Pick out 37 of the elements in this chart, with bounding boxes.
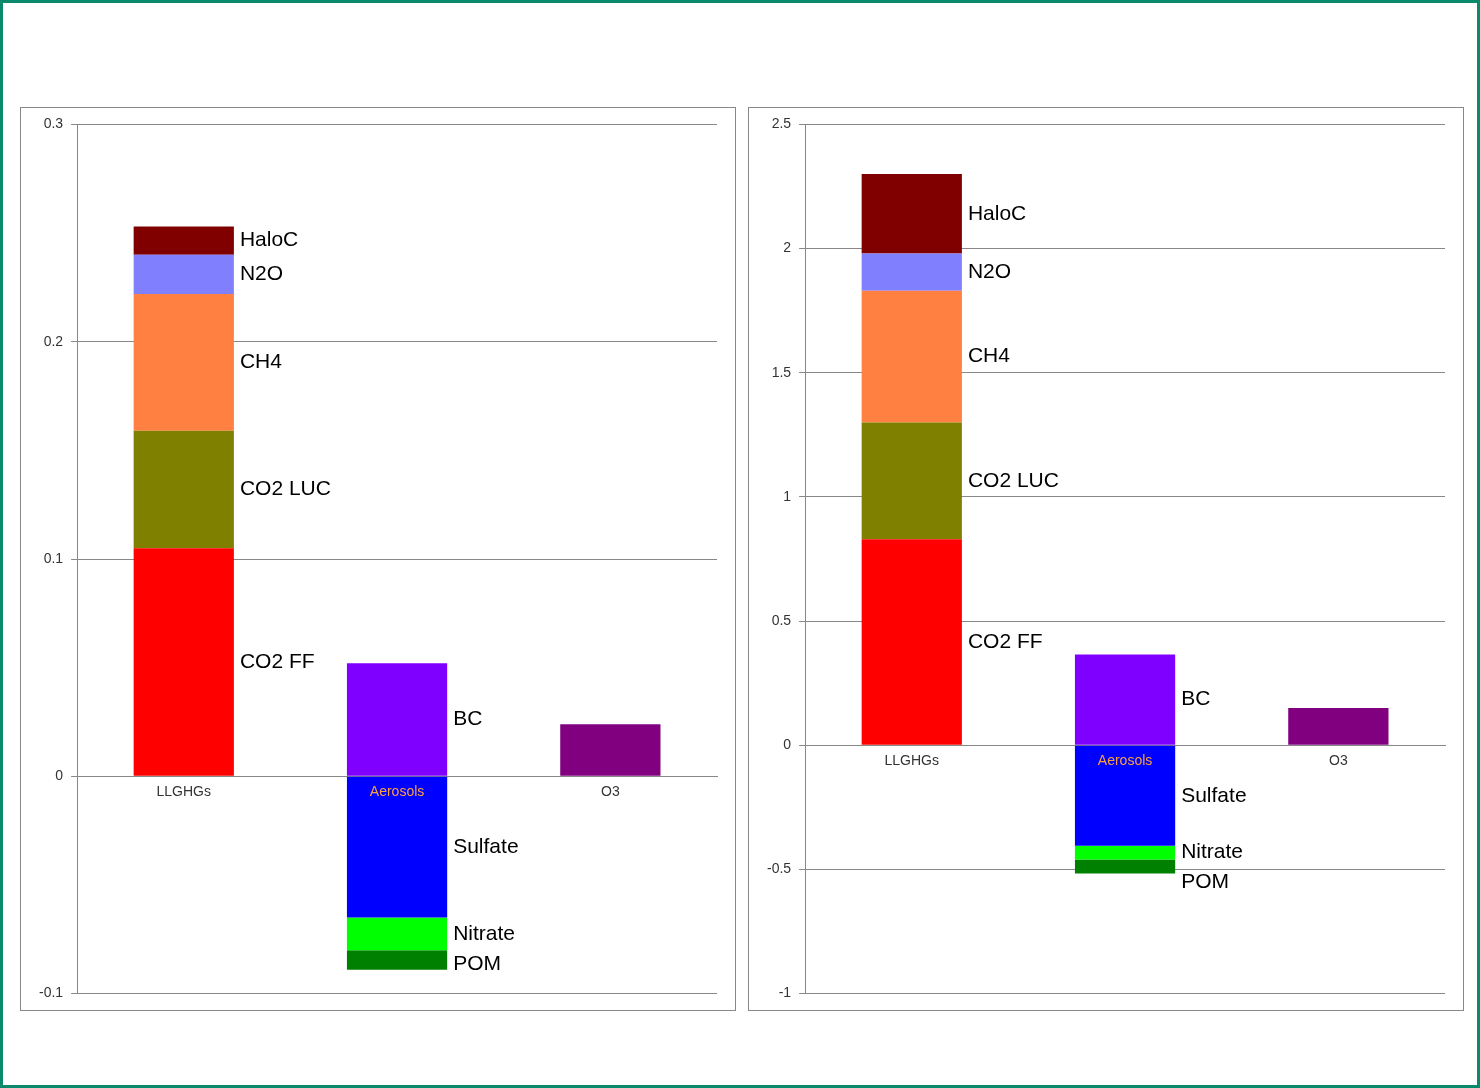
y-tick-label: 0.1 [43, 549, 64, 566]
y-tick-label: 0.5 [771, 611, 792, 628]
y-tick-label: 0 [55, 767, 64, 784]
series-label: Nitrate [1181, 839, 1244, 863]
y-tick-label: -1 [778, 984, 792, 1001]
series-label: BC [1181, 686, 1211, 710]
series-label: POM [453, 950, 502, 974]
series-label: CO2 LUC [967, 467, 1059, 491]
series-label: BC [453, 706, 483, 730]
x-tick-label: Aerosols [1097, 752, 1153, 769]
series-label: N2O [967, 258, 1012, 282]
y-tick-label: 0 [783, 736, 792, 753]
y-tick-label: 1.5 [771, 363, 792, 380]
x-tick-label: O3 [1329, 752, 1348, 769]
y-tick-label: 2 [783, 239, 792, 256]
series-label: CO2 LUC [239, 476, 331, 500]
x-tick-label: LLGHGs [156, 783, 211, 800]
x-tick-label: O3 [601, 783, 620, 800]
series-label: CH4 [239, 349, 283, 373]
y-tick-label: 0.2 [43, 332, 64, 349]
y-tick-label: -0.5 [767, 860, 792, 877]
x-tick-label: LLGHGs [884, 752, 939, 769]
y-tick-label: -0.1 [39, 984, 64, 1001]
y-tick-label: 1 [783, 487, 792, 504]
series-label: Sulfate [1181, 782, 1247, 806]
series-label: N2O [239, 261, 284, 285]
series-label: CH4 [967, 343, 1011, 367]
series-label: CO2 FF [967, 628, 1043, 652]
x-tick-label: Aerosols [369, 783, 425, 800]
series-label: Sulfate [453, 833, 519, 857]
series-label: Nitrate [453, 920, 516, 944]
series-label: POM [1181, 869, 1230, 893]
series-label: CO2 FF [239, 648, 315, 672]
y-tick-label: 2.5 [771, 115, 792, 132]
series-label: HaloC [239, 227, 299, 251]
y-tick-label: 0.3 [43, 115, 64, 132]
series-label: HaloC [967, 200, 1027, 224]
